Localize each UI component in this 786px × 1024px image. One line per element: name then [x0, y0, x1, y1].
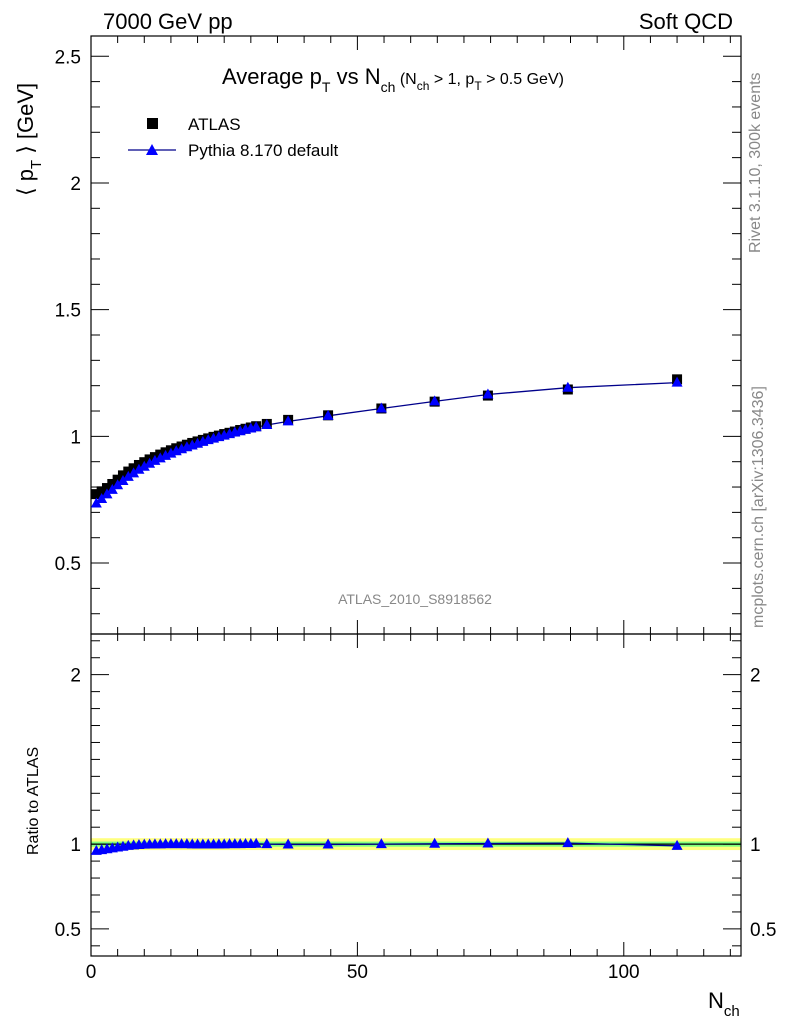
y-tick-label: 2 — [70, 174, 81, 195]
ratio-point — [375, 838, 387, 849]
title-cond-close: > 0.5 GeV) — [482, 71, 564, 88]
title-vs: vs N — [330, 64, 380, 89]
pythia-point — [96, 492, 108, 503]
x-tick-label: 50 — [347, 962, 368, 983]
ratio-y-tick-label-right: 2 — [750, 666, 761, 687]
title-main-sub: T — [322, 79, 331, 95]
ratio-y-tick-label-left: 1 — [70, 835, 81, 856]
pythia-point — [138, 460, 150, 471]
pythia-point — [562, 381, 574, 392]
ratio-frame — [90, 633, 742, 957]
pythia-point — [154, 452, 166, 463]
atlas-point — [91, 489, 102, 500]
title-cond-mid: > 1, p — [429, 71, 474, 88]
ratio-point — [429, 837, 441, 848]
legend-pythia-marker — [146, 144, 158, 155]
pythia-point — [112, 479, 124, 490]
x-axis-label: Nch — [708, 988, 740, 1020]
ratio-y-tick-label-right: 1 — [750, 835, 761, 856]
ylabel-sub: T — [28, 160, 45, 169]
ratio-y-tick-label-left: 2 — [70, 666, 81, 687]
pythia-point — [149, 454, 161, 465]
header-right: Soft QCD — [639, 9, 733, 34]
pythia-point — [128, 467, 140, 478]
pythia-point — [282, 415, 294, 426]
plot-title: Average pT vs Nch (Nch > 1, pT > 0.5 GeV… — [222, 64, 564, 95]
xlabel-sub: ch — [724, 1003, 740, 1020]
xlabel-main: N — [708, 988, 724, 1013]
analysis-id: ATLAS_2010_S8918562 — [338, 591, 492, 607]
y-tick-label: 0.5 — [55, 554, 81, 575]
ratio-point — [671, 839, 683, 850]
top-panel: 0.5 1 1.5 2 2.5 — [55, 35, 742, 635]
ratio-point — [562, 837, 574, 848]
pythia-point — [482, 388, 494, 399]
y-axis-label-bottom: Ratio to ATLAS — [25, 747, 42, 855]
atlas-point — [96, 486, 107, 497]
legend-atlas-label: ATLAS — [188, 115, 241, 134]
title-cond-sub1: ch — [417, 79, 430, 93]
ylabel-close: ⟩ [GeV] — [13, 83, 38, 160]
atlas-point — [101, 483, 112, 494]
y-tick-label: 1.5 — [55, 301, 81, 322]
pythia-point — [261, 418, 273, 429]
pythia-point — [144, 457, 156, 468]
y-tick-label: 1 — [70, 427, 81, 448]
ratio-panel: 0 50 100 0.5 0.5 1 1 2 2 — [55, 633, 776, 983]
ratio-point — [250, 837, 262, 848]
ratio-y-tick-label-right: 0.5 — [750, 920, 776, 941]
title-vs-sub: ch — [381, 79, 396, 95]
pythia-point — [250, 421, 262, 432]
x-tick-label: 100 — [608, 962, 640, 983]
pythia-point — [375, 402, 387, 413]
pythia-point — [122, 470, 134, 481]
legend-pythia-label: Pythia 8.170 default — [188, 141, 339, 160]
ratio-point — [261, 838, 273, 849]
ylabel-open: ⟨ p — [13, 169, 38, 196]
ratio-point — [322, 838, 334, 849]
y-axis-label-top: ⟨ pT ⟩ [GeV] — [13, 83, 45, 196]
title-cond-sub2: T — [474, 79, 482, 93]
ratio-y-tick-label-left: 0.5 — [55, 920, 81, 941]
pythia-point — [671, 376, 683, 387]
title-cond-open: (N — [395, 71, 416, 88]
rivet-label: Rivet 3.1.10, 300k events — [747, 72, 764, 253]
mcplots-label: mcplots.cern.ch [arXiv:1306.3436] — [750, 386, 767, 628]
pythia-point — [101, 488, 113, 499]
legend: ATLAS Pythia 8.170 default — [128, 115, 339, 160]
ratio-point — [282, 838, 294, 849]
header-left: 7000 GeV pp — [103, 9, 233, 34]
pythia-point — [322, 409, 334, 420]
pythia-point — [117, 474, 129, 485]
y-tick-label: 2.5 — [55, 47, 81, 68]
pythia-point — [90, 497, 102, 508]
x-tick-label: 0 — [86, 962, 97, 983]
title-main: Average p — [222, 64, 322, 89]
pythia-point — [133, 463, 145, 474]
pythia-point — [106, 483, 118, 494]
legend-atlas-marker — [147, 118, 158, 129]
pythia-point — [429, 395, 441, 406]
ratio-point — [482, 837, 494, 848]
